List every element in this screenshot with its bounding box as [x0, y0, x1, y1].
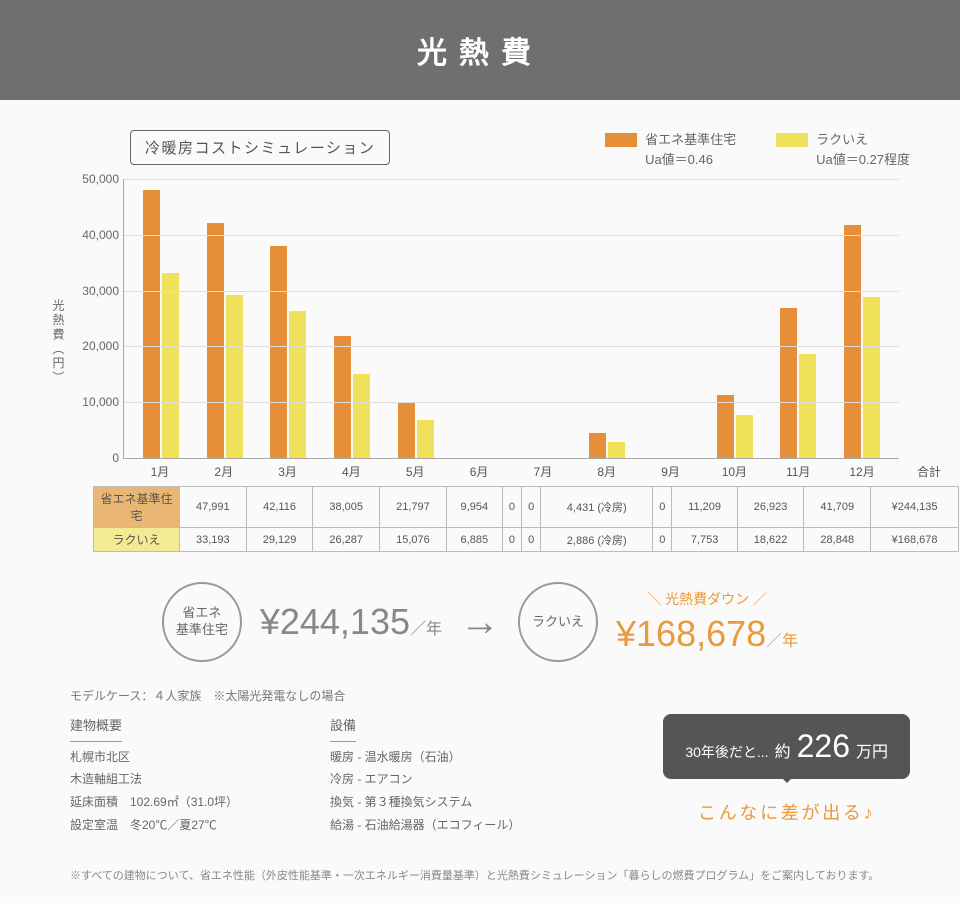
y-axis-label: 光熱費（円）: [50, 299, 67, 385]
legend-item-a: 省エネ基準住宅Ua値＝0.46: [605, 130, 736, 169]
cost-down-label: ＼ 光熱費ダウン ／: [616, 589, 798, 609]
simulation-label: 冷暖房コストシミュレーション: [130, 130, 390, 165]
difference-text: こんなに差が出る♪: [663, 799, 910, 825]
savings-callout: 30年後だと... 約 226 万円: [663, 714, 910, 779]
bar-chart: 010,00020,00030,00040,00050,000: [123, 179, 899, 459]
legend-item-b: ラクいえUa値＝0.27程度: [776, 130, 910, 169]
arrow-icon: →: [460, 600, 500, 645]
data-table: 省エネ基準住宅47,99142,11638,00521,7979,954004,…: [93, 486, 959, 552]
footnote: ※すべての建物について、省エネ性能（外皮性能基準・一次エネルギー消費量基準）と光…: [70, 867, 910, 883]
model-case: モデルケース：４人家族 ※太陽光発電なしの場合: [70, 687, 910, 704]
price-b: ¥168,678: [616, 613, 766, 654]
equipment-details: 設備 暖房 - 温水暖房（石油）冷房 - エアコン換気 - 第３種換気システム給…: [330, 714, 560, 837]
building-details: 建物概要 札幌市北区木造軸組工法延床面積 102.69㎡（31.0坪）設定室温 …: [70, 714, 300, 837]
swatch-b: [776, 133, 808, 147]
summary-row: 省エネ基準住宅 ¥244,135／年 → ラクいえ ＼ 光熱費ダウン ／ ¥16…: [50, 582, 910, 662]
chart-legend: 省エネ基準住宅Ua値＝0.46 ラクいえUa値＝0.27程度: [605, 130, 910, 169]
content-area: 冷暖房コストシミュレーション 省エネ基準住宅Ua値＝0.46 ラクいえUa値＝0…: [0, 100, 960, 903]
total-column-label: 合計: [899, 459, 959, 480]
circle-b: ラクいえ: [518, 582, 598, 662]
page-title: 光熱費: [0, 0, 960, 100]
price-a: ¥244,135: [260, 601, 410, 642]
swatch-a: [605, 133, 637, 147]
x-axis-labels: 1月2月3月4月5月6月7月8月9月10月11月12月: [123, 459, 899, 480]
circle-a: 省エネ基準住宅: [162, 582, 242, 662]
